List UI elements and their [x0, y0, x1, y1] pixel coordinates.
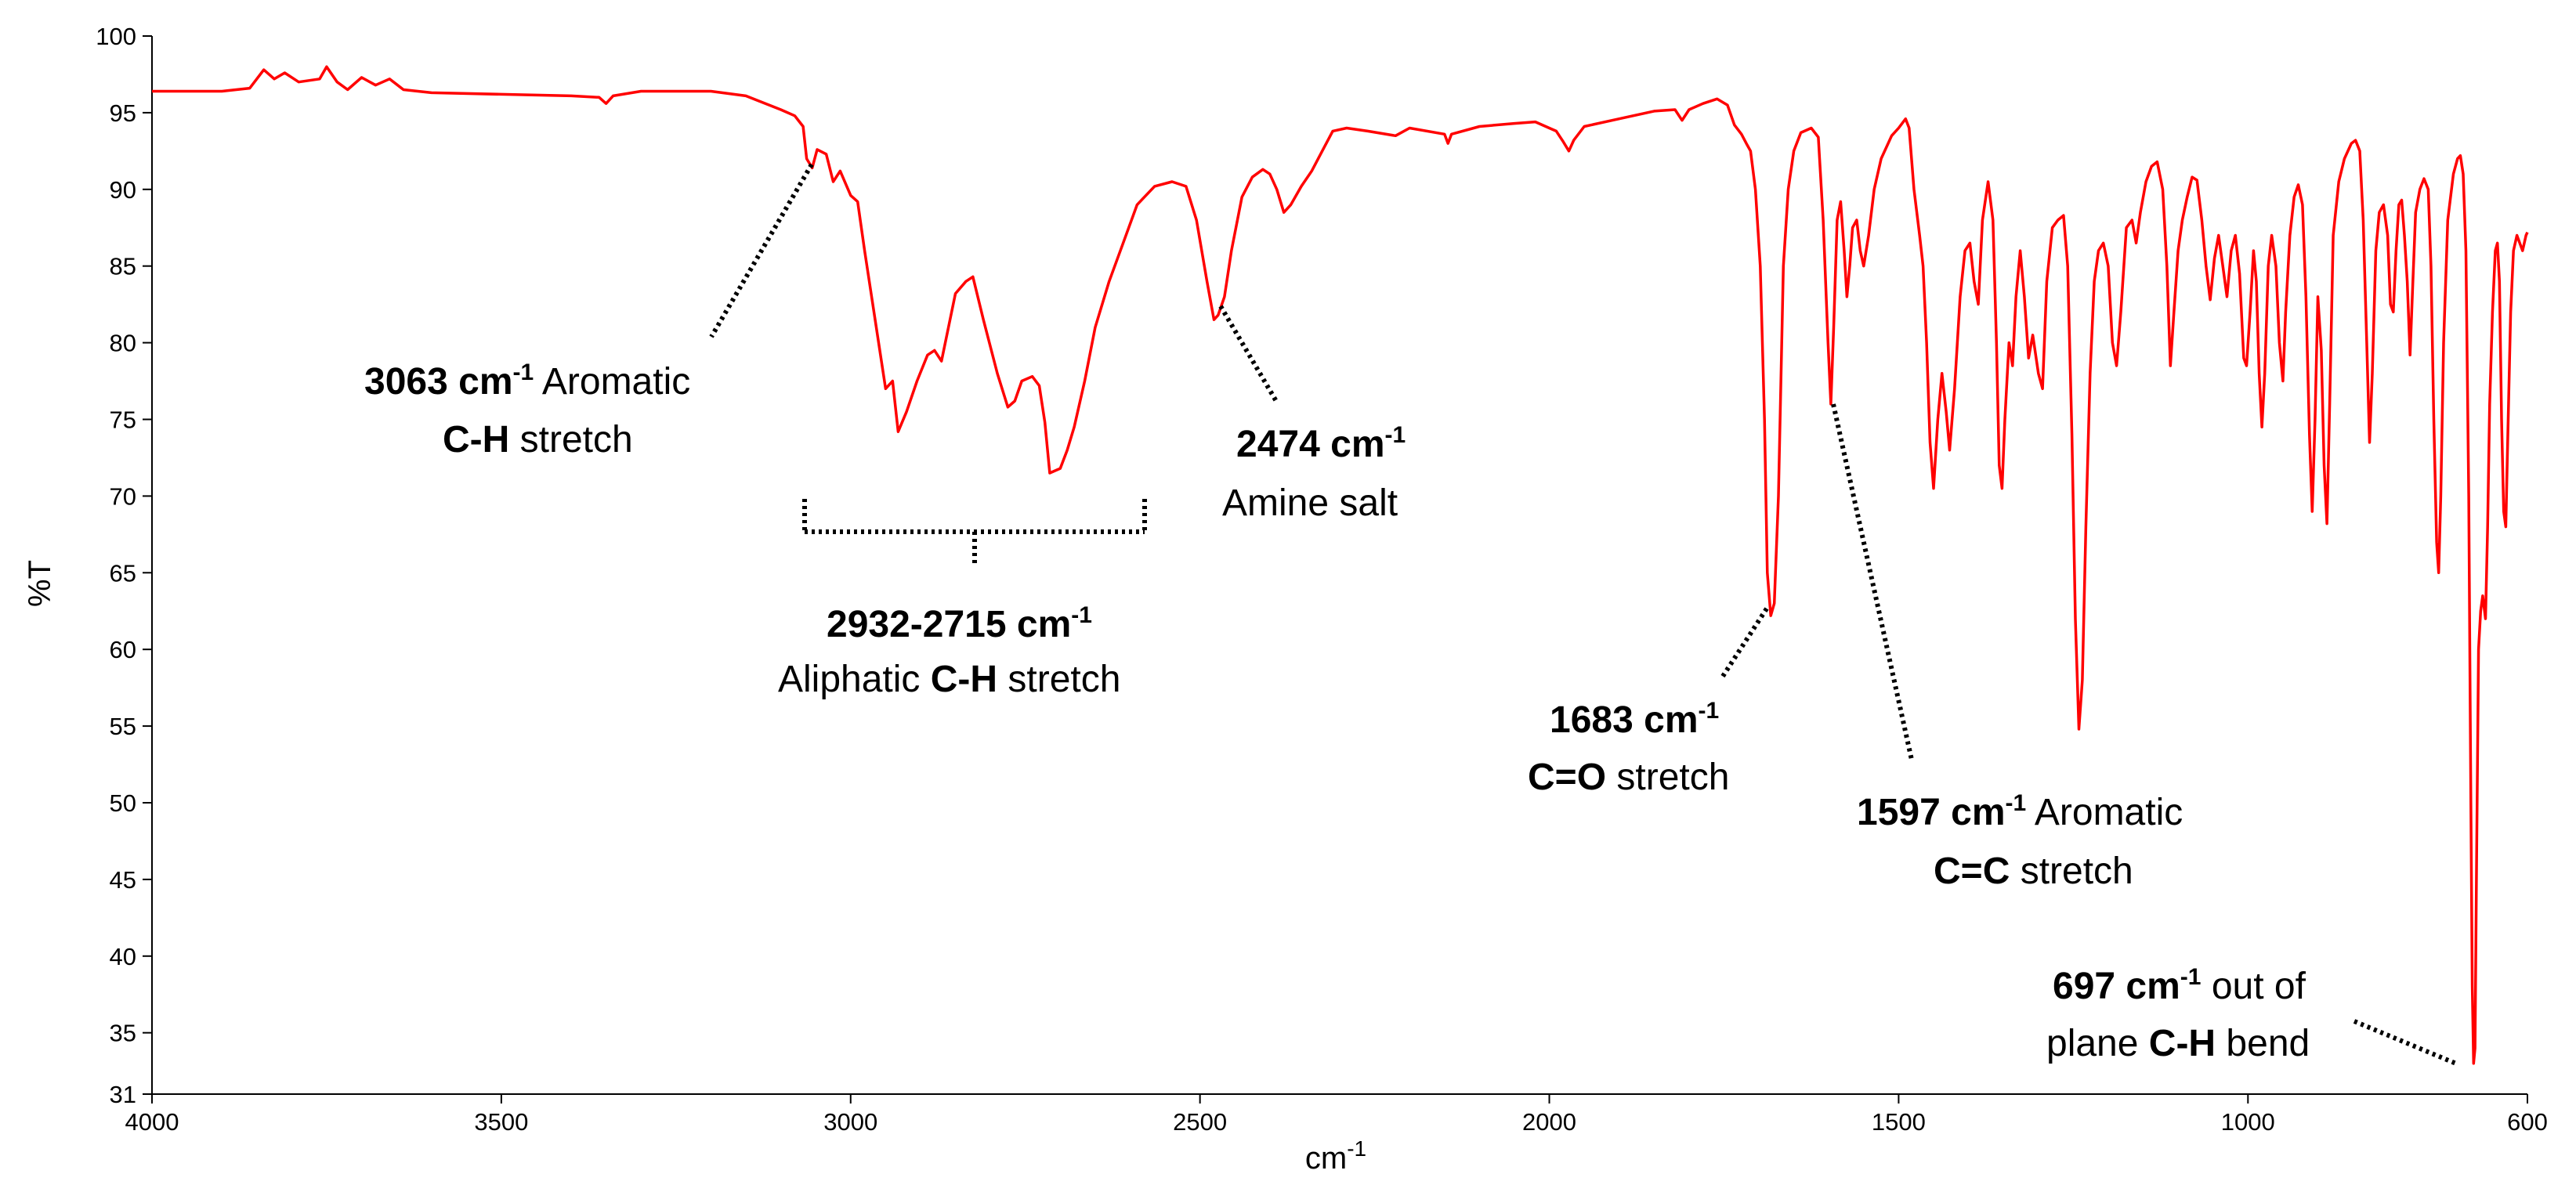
bracket-2932-2715 — [802, 499, 1147, 565]
annotation-2474: 2474 cm-1 Amine salt — [1222, 422, 1406, 524]
annotation-697: 697 cm-1 out of plane C-H bend — [2046, 964, 2310, 1064]
leader-3063 — [709, 163, 814, 338]
x-tick-label: 600 — [2507, 1108, 2548, 1136]
annotation-3063: 3063 cm-1 Aromatic C-H stretch — [364, 359, 690, 461]
y-axis-title: %T — [23, 560, 57, 607]
y-tick-label: 35 — [110, 1020, 136, 1047]
x-tick-label: 1000 — [2221, 1108, 2275, 1136]
x-tick-label: 4000 — [125, 1108, 179, 1136]
svg-text:C=C stretch: C=C stretch — [1934, 851, 2133, 892]
annotation-1683: 1683 cm-1 C=O stretch — [1528, 698, 1729, 798]
x-tick-label: 2500 — [1173, 1108, 1227, 1136]
leader-1597 — [1831, 403, 1914, 760]
x-axis-title: cm-1 — [1305, 1136, 1366, 1176]
svg-text:C-H stretch: C-H stretch — [443, 419, 633, 461]
annotation-2932-2715: 2932-2715 cm-1 Aliphatic C-H stretch — [778, 602, 1120, 700]
y-axis-ticks: 31 35 40 45 50 55 60 65 70 75 80 85 90 95 100 — [96, 23, 152, 1108]
y-tick-label: 85 — [110, 253, 136, 280]
leader-2474 — [1218, 305, 1279, 404]
svg-text:2932-2715 cm-1: 2932-2715 cm-1 — [827, 602, 1092, 645]
y-tick-label: 70 — [110, 482, 136, 510]
svg-text:1597 cm-1 Aromatic: 1597 cm-1 Aromatic — [1857, 790, 2183, 833]
y-tick-label: 65 — [110, 559, 136, 587]
y-tick-label: 55 — [110, 713, 136, 740]
x-tick-label: 2000 — [1522, 1108, 1576, 1136]
x-tick-label: 1500 — [1872, 1108, 1926, 1136]
y-tick-label: 75 — [110, 406, 136, 433]
svg-text:Amine salt: Amine salt — [1222, 482, 1398, 524]
annotation-1597: 1597 cm-1 Aromatic C=C stretch — [1857, 790, 2183, 892]
svg-text:Aliphatic C-H stretch: Aliphatic C-H stretch — [778, 659, 1120, 700]
y-tick-label: 95 — [110, 99, 136, 127]
y-tick-label: 50 — [110, 789, 136, 817]
svg-text:2474 cm-1: 2474 cm-1 — [1236, 422, 1406, 465]
y-tick-label: 40 — [110, 943, 136, 970]
y-tick-label: 45 — [110, 866, 136, 894]
y-tick-label: 31 — [110, 1081, 136, 1108]
x-tick-label: 3000 — [823, 1108, 877, 1136]
x-axis-ticks: 4000 3500 3000 2500 2000 1500 1000 600 — [125, 1094, 2548, 1136]
svg-text:697 cm-1 out of: 697 cm-1 out of — [2053, 964, 2306, 1007]
y-tick-label: 60 — [110, 636, 136, 663]
svg-text:3063 cm-1 Aromatic: 3063 cm-1 Aromatic — [364, 359, 690, 403]
x-axis-title-sup: -1 — [1347, 1136, 1366, 1161]
svg-text:C=O stretch: C=O stretch — [1528, 757, 1729, 798]
svg-text:1683 cm-1: 1683 cm-1 — [1550, 698, 1719, 741]
x-tick-label: 3500 — [474, 1108, 528, 1136]
spectrum-series-line — [152, 65, 2529, 1065]
y-tick-label: 100 — [96, 23, 136, 50]
y-tick-label: 80 — [110, 330, 136, 357]
leader-1683 — [1720, 607, 1769, 679]
leader-697 — [2353, 1019, 2458, 1066]
svg-text:plane C-H bend: plane C-H bend — [2046, 1023, 2310, 1064]
y-tick-label: 90 — [110, 176, 136, 204]
x-axis-title-base: cm — [1305, 1141, 1347, 1176]
